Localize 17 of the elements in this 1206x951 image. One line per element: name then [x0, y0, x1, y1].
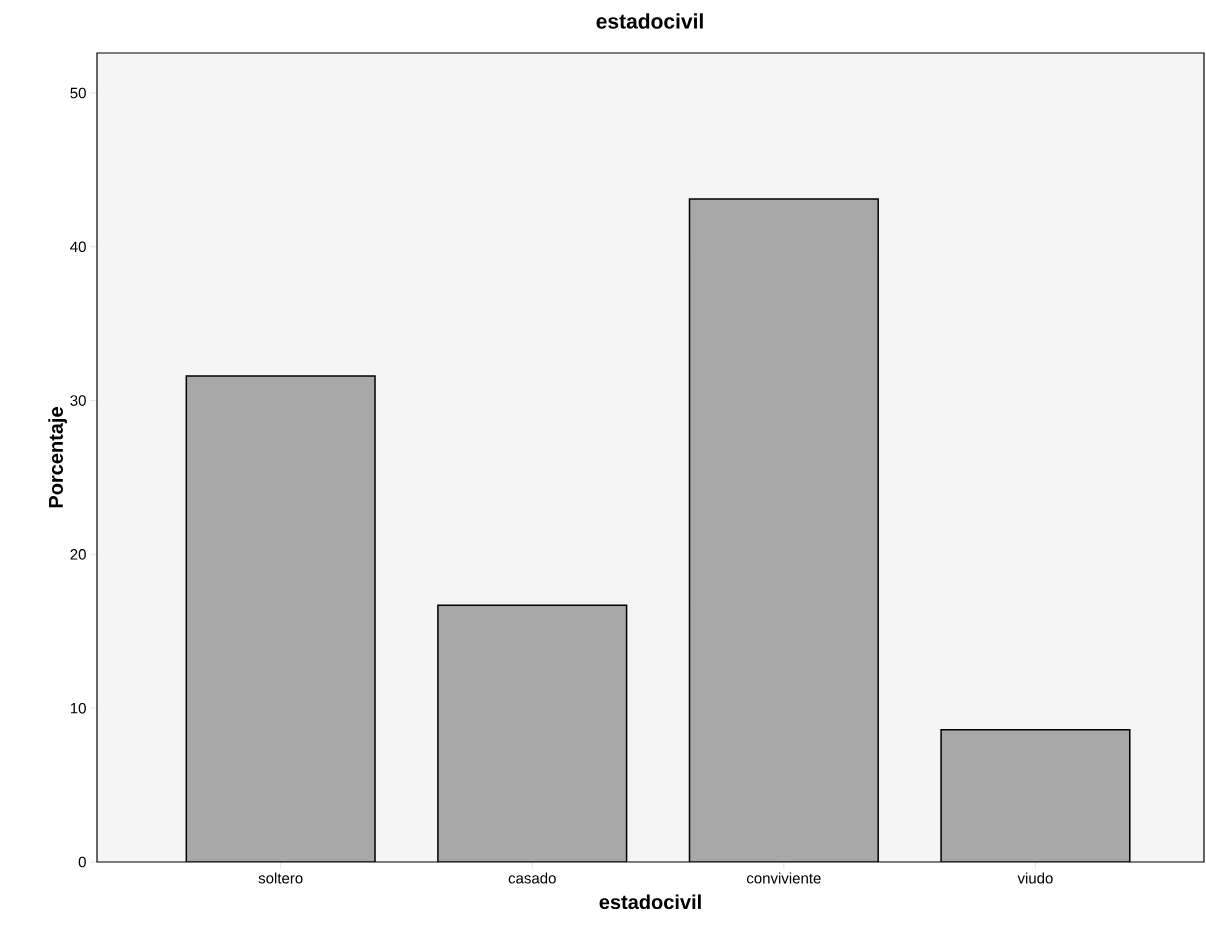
- x-axis-title: estadocivil: [599, 894, 701, 910]
- y-axis-title: Porcentaje: [48, 407, 67, 508]
- y-tick-label: 20: [70, 549, 86, 560]
- chart-title: estadocivil: [596, 13, 703, 29]
- y-tick-label: 0: [78, 856, 86, 868]
- bar: [689, 199, 879, 862]
- y-tick-label: 50: [70, 87, 86, 99]
- x-tick-label: viudo: [1017, 872, 1053, 884]
- y-tick-label: 30: [70, 395, 86, 406]
- x-tick-label: conviviente: [746, 872, 821, 884]
- y-tick-label: 40: [70, 241, 86, 253]
- x-tick-label: soltero: [258, 872, 303, 884]
- bar: [437, 604, 628, 862]
- y-tick-label: 10: [70, 702, 86, 714]
- bar: [940, 728, 1131, 862]
- bar: [185, 375, 376, 862]
- x-tick-label: casado: [508, 872, 556, 884]
